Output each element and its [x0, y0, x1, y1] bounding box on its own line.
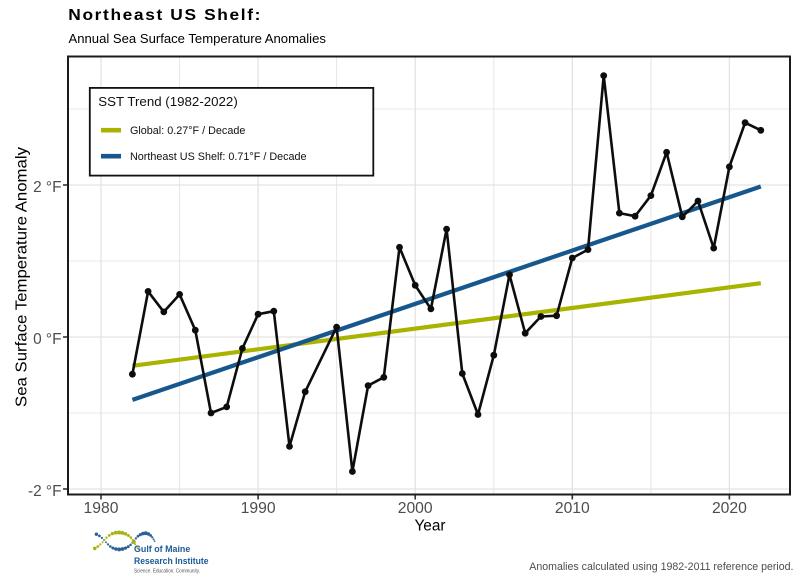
svg-text:Global: 0.27°F / Decade: Global: 0.27°F / Decade: [130, 125, 245, 137]
svg-text:0 °F: 0 °F: [33, 331, 61, 348]
svg-text:Science. Education. Community.: Science. Education. Community.: [134, 569, 200, 575]
svg-text:-2 °F: -2 °F: [28, 483, 62, 500]
svg-text:2010: 2010: [555, 500, 590, 517]
svg-text:2020: 2020: [712, 500, 747, 517]
svg-text:1990: 1990: [241, 500, 276, 517]
svg-text:Sea Surface Temperature Anomal: Sea Surface Temperature Anomaly: [14, 147, 31, 407]
svg-text:Year: Year: [414, 518, 445, 535]
svg-text:2000: 2000: [398, 500, 433, 517]
svg-text:Gulf of Maine: Gulf of Maine: [134, 544, 190, 554]
svg-text:1980: 1980: [84, 500, 119, 517]
svg-text:SST Trend (1982-2022): SST Trend (1982-2022): [98, 94, 237, 109]
svg-text:Northeast US Shelf: 0.71°F / D: Northeast US Shelf: 0.71°F / Decade: [130, 151, 307, 163]
svg-text:Northeast US Shelf:: Northeast US Shelf:: [68, 7, 262, 24]
svg-text:Research Institute: Research Institute: [134, 556, 209, 566]
svg-text:2 °F: 2 °F: [33, 179, 61, 196]
svg-text:Annual Sea Surface Temperature: Annual Sea Surface Temperature Anomalies: [69, 31, 327, 46]
svg-text:Anomalies calculated using 198: Anomalies calculated using 1982-2011 ref…: [529, 561, 793, 573]
